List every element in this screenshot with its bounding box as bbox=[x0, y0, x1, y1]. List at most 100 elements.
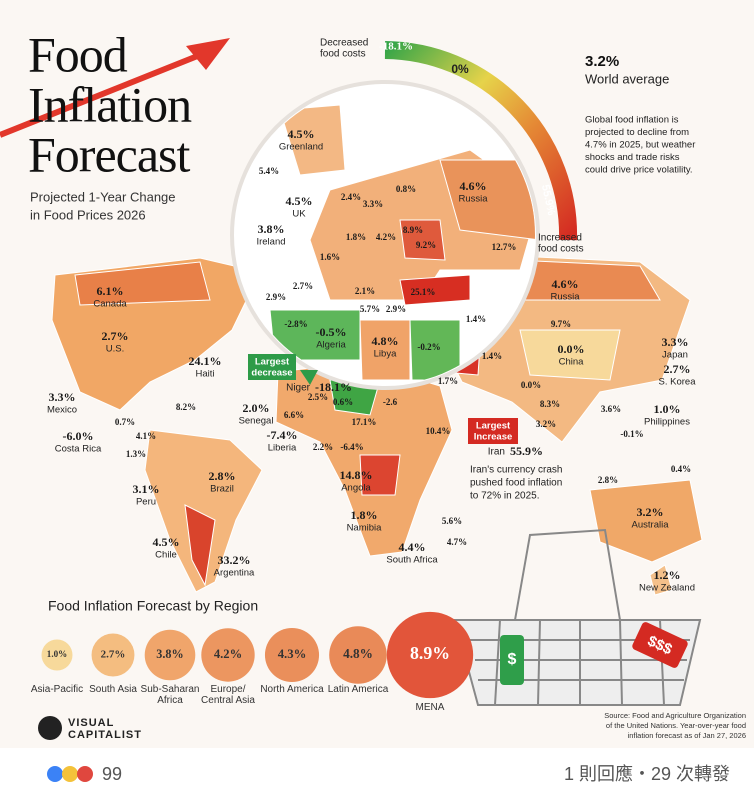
country-value: 0.0% bbox=[558, 342, 585, 356]
chart-title: Food Inflation Forecast by Region bbox=[48, 598, 258, 614]
country-name: Australia bbox=[632, 520, 670, 531]
country-value: 2.0% bbox=[243, 401, 270, 415]
region-label: South Asia bbox=[89, 684, 137, 695]
like-icon bbox=[47, 766, 63, 782]
country-value: 1.6% bbox=[320, 252, 340, 262]
country-value: 4.6% bbox=[460, 179, 487, 193]
country-value: 8.3% bbox=[540, 399, 560, 409]
region-label: MENA bbox=[415, 702, 445, 713]
country-name: Iran bbox=[488, 447, 505, 458]
title: Inflation bbox=[28, 76, 192, 132]
country-value: 10.4% bbox=[426, 426, 451, 436]
country-value: 6.1% bbox=[97, 284, 124, 298]
note: could drive price volatility. bbox=[585, 165, 693, 176]
footer-bar bbox=[0, 748, 754, 800]
country-value: 3.8% bbox=[258, 222, 285, 236]
note: Global food inflation is bbox=[585, 115, 679, 126]
country-value: -2.8% bbox=[284, 319, 307, 329]
country-value: 2.7% bbox=[293, 281, 313, 291]
country-value: -0.2% bbox=[417, 342, 440, 352]
country-value: 2.5% bbox=[308, 392, 328, 402]
note: shocks and trade risks bbox=[585, 152, 680, 163]
country-name: Russia bbox=[458, 194, 488, 205]
country-value: 5.6% bbox=[442, 516, 462, 526]
country-value: 3.1% bbox=[133, 482, 160, 496]
country-name: Peru bbox=[136, 497, 156, 508]
country-value: 0.6% bbox=[333, 397, 353, 407]
source: inflation forecast as of Jan 27, 2026 bbox=[628, 731, 746, 740]
country-name: Senegal bbox=[239, 416, 274, 427]
care-icon bbox=[62, 766, 78, 782]
country-name: Niger bbox=[286, 383, 311, 394]
gauge-low-label: Decreased bbox=[320, 38, 368, 49]
country-name: Greenland bbox=[279, 142, 323, 153]
country-value: 1.7% bbox=[438, 376, 458, 386]
tag-text: $ bbox=[508, 651, 517, 668]
country-name: China bbox=[559, 357, 585, 368]
country-name: Russia bbox=[550, 292, 580, 303]
country-value: 33.2% bbox=[218, 553, 251, 567]
country-value: 1.4% bbox=[482, 351, 502, 361]
country-value: 1.8% bbox=[346, 232, 366, 242]
country-value: 8.2% bbox=[176, 402, 196, 412]
largest-decrease: Largest bbox=[255, 357, 290, 368]
region-bubble bbox=[329, 626, 387, 684]
subtitle: in Food Prices 2026 bbox=[30, 207, 146, 222]
value-label: 8.9% bbox=[410, 643, 450, 663]
country-value: 24.1% bbox=[189, 354, 222, 368]
country-value: -0.1% bbox=[620, 429, 643, 439]
country-value: 0.4% bbox=[671, 464, 691, 474]
value-label: 3.8% bbox=[156, 647, 183, 661]
country-value: 4.1% bbox=[136, 431, 156, 441]
arrow bbox=[0, 52, 202, 138]
country-value: 0.7% bbox=[115, 417, 135, 427]
country-value: -6.4% bbox=[340, 442, 363, 452]
country-value: 3.6% bbox=[601, 404, 621, 414]
country-name: Angola bbox=[341, 483, 371, 494]
country-value: 4.4% bbox=[399, 540, 426, 554]
country-value: 14.8% bbox=[340, 468, 373, 482]
continents bbox=[51, 251, 703, 596]
value-label: 1.0% bbox=[47, 649, 67, 659]
region-bubble bbox=[201, 628, 255, 682]
region-bubble bbox=[41, 639, 73, 671]
country-value: 5.4% bbox=[259, 166, 279, 176]
value-label: 2.7% bbox=[101, 649, 126, 661]
love-icon bbox=[77, 766, 93, 782]
note: projected to decline from bbox=[585, 127, 689, 138]
country-value: 8.9% bbox=[403, 225, 423, 235]
country-name: South Africa bbox=[386, 555, 438, 566]
country-value: -6.0% bbox=[63, 429, 94, 443]
source: of the United Nations. Year-over-year fo… bbox=[606, 721, 746, 730]
country-value: 4.7% bbox=[447, 537, 467, 547]
country-value: 1.8% bbox=[351, 508, 378, 522]
country-name: U.S. bbox=[106, 344, 124, 355]
title: Forecast bbox=[28, 126, 190, 182]
country-value: 3.2% bbox=[536, 419, 556, 429]
country-value: 4.6% bbox=[552, 277, 579, 291]
brand: CAPITALIST bbox=[68, 729, 142, 741]
iran-note: to 72% in 2025. bbox=[470, 491, 540, 502]
country-value: 2.2% bbox=[313, 442, 333, 452]
country-value: 4.5% bbox=[153, 535, 180, 549]
country-name: Japan bbox=[662, 350, 688, 361]
gauge-min: -18.1% bbox=[379, 41, 413, 53]
note: 4.7% in 2025, but weather bbox=[585, 140, 695, 151]
value-label: 4.2% bbox=[214, 647, 242, 661]
region-label: Latin America bbox=[327, 684, 389, 695]
region-bubble bbox=[386, 611, 474, 699]
country-name: Philippines bbox=[644, 417, 690, 428]
country-value: -0.5% bbox=[316, 325, 347, 339]
country-name: Mexico bbox=[47, 405, 77, 416]
gauge-mid: 0% bbox=[451, 62, 469, 76]
country-name: Namibia bbox=[347, 523, 383, 534]
country-name: S. Korea bbox=[659, 377, 697, 388]
region-label: Europe/ Central Asia bbox=[201, 684, 255, 706]
iran-note: Iran's currency crash bbox=[470, 465, 563, 476]
country-name: Haiti bbox=[195, 369, 214, 380]
country-name: Chile bbox=[155, 550, 177, 561]
callout-pointer bbox=[300, 370, 318, 385]
world-average-label: World average bbox=[585, 71, 669, 86]
